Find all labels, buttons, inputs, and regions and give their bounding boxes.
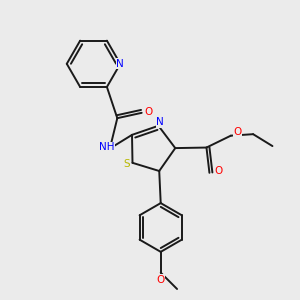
Text: S: S	[124, 159, 130, 169]
Text: O: O	[144, 107, 152, 117]
Text: O: O	[157, 275, 165, 285]
Text: O: O	[215, 166, 223, 176]
Text: O: O	[233, 127, 242, 137]
Text: NH: NH	[99, 142, 114, 152]
Text: N: N	[116, 59, 124, 69]
Text: N: N	[156, 117, 164, 127]
